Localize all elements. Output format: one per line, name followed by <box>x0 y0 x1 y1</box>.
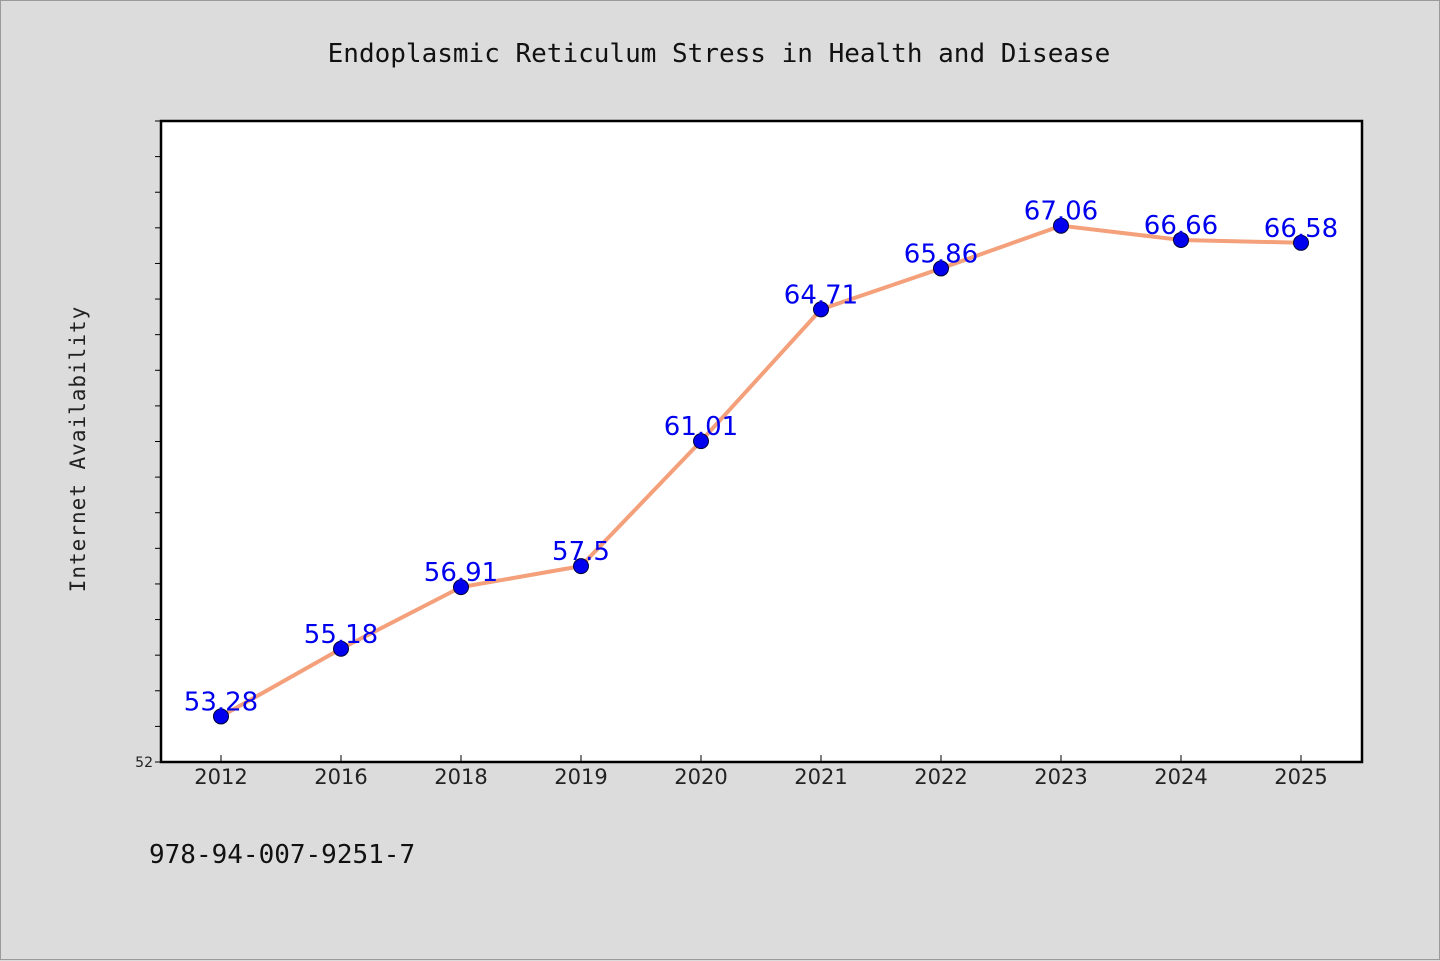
y-tick-label: 52 <box>135 755 153 771</box>
x-tick-label: 2023 <box>1034 765 1087 789</box>
data-label: 53.28 <box>184 687 258 717</box>
x-tick-label: 2018 <box>434 765 487 789</box>
data-label: 57.5 <box>552 537 610 567</box>
data-point <box>453 579 469 596</box>
data-label: 64.71 <box>784 280 858 310</box>
chart-title: Endoplasmic Reticulum Stress in Health a… <box>328 39 1111 69</box>
x-tick-label: 2022 <box>914 765 967 789</box>
data-label: 67.06 <box>1024 197 1098 227</box>
data-point <box>1053 217 1069 234</box>
series-line <box>219 223 1303 719</box>
x-tick-label: 2025 <box>1274 765 1327 789</box>
plot-area <box>161 121 1362 762</box>
plot-frame <box>159 119 1364 764</box>
x-tick-label: 2012 <box>194 765 247 789</box>
data-point <box>933 260 949 277</box>
data-labels: 53.28 55.18 56.91 57.5 61.01 64.71 65.86 67.06 6… <box>184 197 1338 718</box>
x-tick-label: 2020 <box>674 765 727 789</box>
data-point <box>333 640 349 657</box>
x-tick-label: 2019 <box>554 765 607 789</box>
data-point <box>1173 231 1189 248</box>
x-tick-label: 2024 <box>1154 765 1207 789</box>
data-label: 66.66 <box>1144 211 1218 241</box>
data-point <box>693 433 709 450</box>
x-tick-label: 2021 <box>794 765 847 789</box>
data-label: 55.18 <box>304 620 378 650</box>
x-tick-label: 2016 <box>314 765 367 789</box>
y-axis-ticks: 52 <box>135 120 161 771</box>
data-point <box>213 708 229 725</box>
x-axis-ticks: 2012 2016 2018 2019 2020 2021 2022 2023 2024 2025 <box>194 755 1328 789</box>
data-label: 65.86 <box>904 239 978 269</box>
data-point <box>1293 234 1309 251</box>
series-layer <box>213 217 1309 725</box>
data-label: 61.01 <box>664 412 738 442</box>
data-point <box>573 558 589 575</box>
footer-isbn: 978-94-007-9251-7 <box>149 840 415 870</box>
data-label: 56.91 <box>424 558 498 588</box>
data-point <box>813 301 829 318</box>
y-axis-label: Internet Availability <box>66 306 90 593</box>
data-label: 66.58 <box>1264 214 1338 244</box>
